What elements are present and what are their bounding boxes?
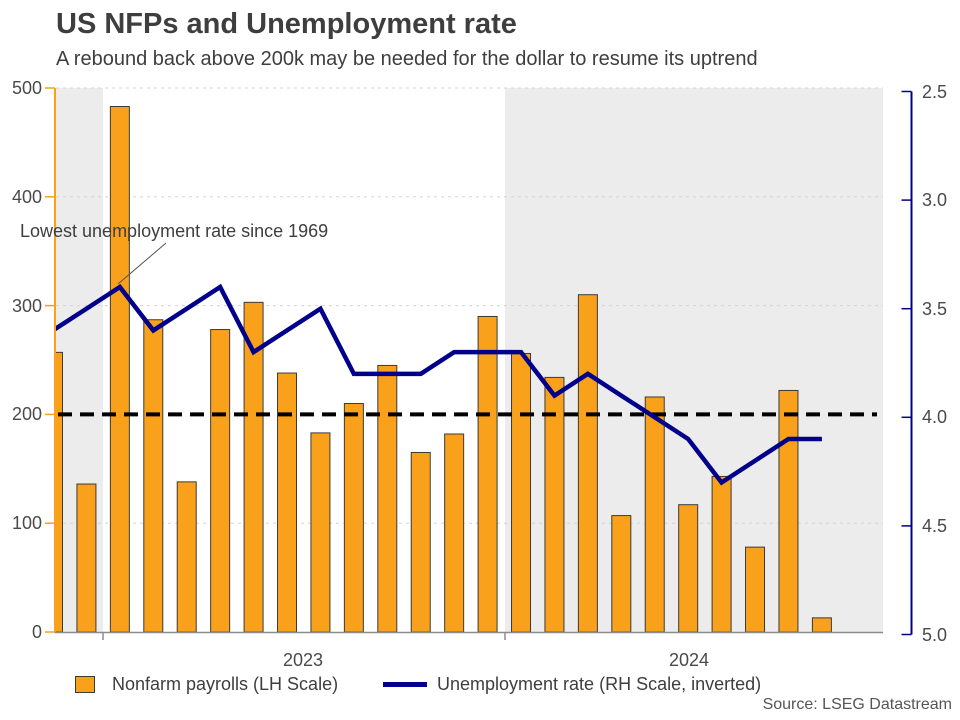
nfp-bar	[277, 372, 298, 633]
nfp-bar	[711, 475, 732, 633]
nfp-bar	[109, 105, 130, 633]
annotation-label: Lowest unemployment rate since 1969	[20, 221, 329, 241]
legend-line-label: Unemployment rate (RH Scale, inverted)	[437, 674, 762, 694]
annotation-pointer-line	[117, 242, 167, 285]
left-axis-tick-label: 0	[31, 622, 42, 642]
page-subtitle: A rebound back above 200k may be needed …	[56, 48, 758, 70]
page-title: US NFPs and Unemployment rate	[56, 8, 517, 40]
nfp-bar	[745, 546, 766, 633]
legend: Nonfarm payrolls (LH Scale) Unemployment…	[0, 672, 960, 698]
nfp-bar	[410, 451, 431, 633]
nfp-bar	[343, 403, 364, 633]
nfp-bar	[210, 329, 231, 633]
right-axis-tick-label: 4.5	[922, 515, 948, 536]
left-axis-tick-label: 300	[11, 295, 42, 316]
nfp-bar	[143, 319, 164, 633]
x-axis-year-label: 2023	[282, 650, 324, 670]
nfp-bar	[577, 294, 598, 633]
legend-bar-label: Nonfarm payrolls (LH Scale)	[112, 674, 339, 694]
nfp-bar	[477, 315, 498, 633]
source-credit: Source: LSEG Datastream	[762, 696, 952, 713]
nfp-bar	[310, 432, 331, 633]
bar-series-swatch-icon	[75, 676, 95, 693]
nfp-bar	[644, 396, 665, 633]
right-axis-tick-label: 4.0	[922, 407, 948, 428]
nfp-bar	[377, 364, 398, 633]
unemployment-line	[55, 283, 822, 486]
nfp-bar	[76, 483, 97, 633]
left-axis-tick-label: 500	[11, 78, 42, 98]
left-axis-tick-label: 100	[11, 513, 42, 534]
left-axis-tick-label: 400	[11, 186, 42, 207]
right-axis-tick-label: 2.5	[922, 81, 948, 102]
nfp-bar	[778, 389, 799, 633]
nfp-bar	[811, 617, 832, 633]
x-axis-year-label: 2024	[668, 650, 710, 670]
nfp-bar	[511, 352, 532, 633]
line-series-swatch-icon	[383, 682, 427, 687]
left-axis-tick-label: 200	[11, 404, 42, 425]
nfp-bar	[55, 351, 63, 633]
right-axis-tick-label: 3.5	[922, 298, 948, 319]
right-axis-tick-label: 3.0	[922, 190, 948, 211]
right-axis-tick-label: 5.0	[922, 624, 948, 645]
nfp-bar	[611, 515, 632, 633]
nfp-bar	[678, 504, 699, 633]
nfp-bar	[444, 433, 465, 633]
nfp-bar	[176, 481, 197, 633]
plot-area	[55, 87, 883, 633]
